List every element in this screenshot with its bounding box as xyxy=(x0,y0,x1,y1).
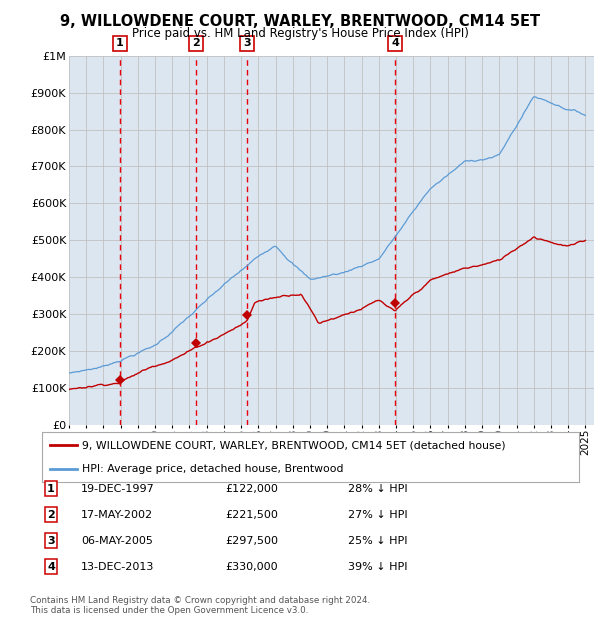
Text: 2: 2 xyxy=(192,38,200,48)
Text: 06-MAY-2005: 06-MAY-2005 xyxy=(81,536,153,546)
Text: 9, WILLOWDENE COURT, WARLEY, BRENTWOOD, CM14 5ET: 9, WILLOWDENE COURT, WARLEY, BRENTWOOD, … xyxy=(60,14,540,29)
Text: 17-MAY-2002: 17-MAY-2002 xyxy=(81,510,153,520)
Text: £330,000: £330,000 xyxy=(225,562,278,572)
Text: 4: 4 xyxy=(391,38,399,48)
Text: 1: 1 xyxy=(47,484,55,494)
Text: £221,500: £221,500 xyxy=(225,510,278,520)
Text: 28% ↓ HPI: 28% ↓ HPI xyxy=(348,484,407,494)
Text: 19-DEC-1997: 19-DEC-1997 xyxy=(81,484,155,494)
Text: 27% ↓ HPI: 27% ↓ HPI xyxy=(348,510,407,520)
Text: 9, WILLOWDENE COURT, WARLEY, BRENTWOOD, CM14 5ET (detached house): 9, WILLOWDENE COURT, WARLEY, BRENTWOOD, … xyxy=(82,440,506,450)
Text: 3: 3 xyxy=(243,38,251,48)
Text: £122,000: £122,000 xyxy=(225,484,278,494)
Text: 4: 4 xyxy=(47,562,55,572)
Text: 25% ↓ HPI: 25% ↓ HPI xyxy=(348,536,407,546)
Text: 39% ↓ HPI: 39% ↓ HPI xyxy=(348,562,407,572)
Text: £297,500: £297,500 xyxy=(225,536,278,546)
Text: 3: 3 xyxy=(47,536,55,546)
Text: Contains HM Land Registry data © Crown copyright and database right 2024.
This d: Contains HM Land Registry data © Crown c… xyxy=(30,596,370,615)
Text: 1: 1 xyxy=(116,38,124,48)
Text: HPI: Average price, detached house, Brentwood: HPI: Average price, detached house, Bren… xyxy=(82,464,344,474)
Text: Price paid vs. HM Land Registry's House Price Index (HPI): Price paid vs. HM Land Registry's House … xyxy=(131,27,469,40)
Text: 2: 2 xyxy=(47,510,55,520)
Text: 13-DEC-2013: 13-DEC-2013 xyxy=(81,562,154,572)
